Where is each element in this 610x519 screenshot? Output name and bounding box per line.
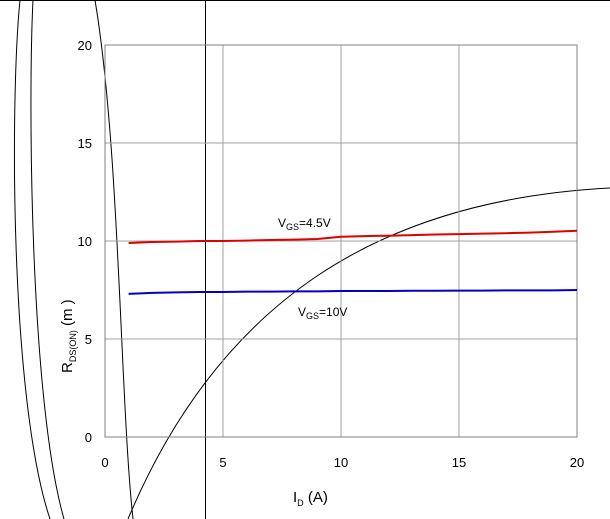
x-tick-label-2: 10 <box>334 455 348 470</box>
x-axis-title: ID (A) <box>293 489 328 508</box>
x-tick-label-1: 5 <box>219 455 226 470</box>
y-axis-title-main: R <box>59 362 76 373</box>
overlay-curve-left-inner <box>30 0 65 519</box>
x-tick-label-0: 0 <box>101 455 108 470</box>
annotation-vgs-4-5v: VGS=4.5V <box>278 216 331 232</box>
series-line-0 <box>128 229 578 244</box>
annotation-vgs-10v: VGS=10V <box>298 305 347 321</box>
x-tick-label-4: 20 <box>570 455 584 470</box>
y-tick-label-2: 10 <box>78 234 92 249</box>
overlay-curve-left-third <box>94 0 134 519</box>
y-tick-label-1: 5 <box>85 332 92 347</box>
plot-frame <box>104 44 578 438</box>
annotation-vgs-4-5v-sub: GS <box>286 222 299 232</box>
annotation-vgs-4-5v-main: V <box>278 216 286 230</box>
overlay-curve-left-outer <box>13 0 51 519</box>
annotation-vgs-10v-sub: GS <box>306 311 319 321</box>
y-tick-label-3: 15 <box>78 136 92 151</box>
y-axis-title-sub: DS(ON) <box>68 330 78 362</box>
overlay-arc-curve <box>127 187 610 519</box>
y-axis-title-unit: (m ) <box>59 299 76 330</box>
annotation-vgs-4-5v-value: =4.5V <box>299 216 331 230</box>
series-line-1 <box>128 289 578 295</box>
x-axis-title-main: I <box>293 489 297 506</box>
x-tick-label-3: 15 <box>452 455 466 470</box>
annotation-vgs-10v-main: V <box>298 305 306 319</box>
y-tick-label-0: 0 <box>85 430 92 445</box>
y-tick-label-4: 20 <box>78 38 92 53</box>
x-axis-title-sub: D <box>297 498 304 508</box>
annotation-vgs-10v-value: =10V <box>319 305 347 319</box>
plot-area: 0 5 10 15 20 0 5 10 15 20 <box>78 38 585 470</box>
x-axis-title-unit: (A) <box>304 489 328 506</box>
y-axis-title: RDS(ON) (m ) <box>59 299 78 373</box>
